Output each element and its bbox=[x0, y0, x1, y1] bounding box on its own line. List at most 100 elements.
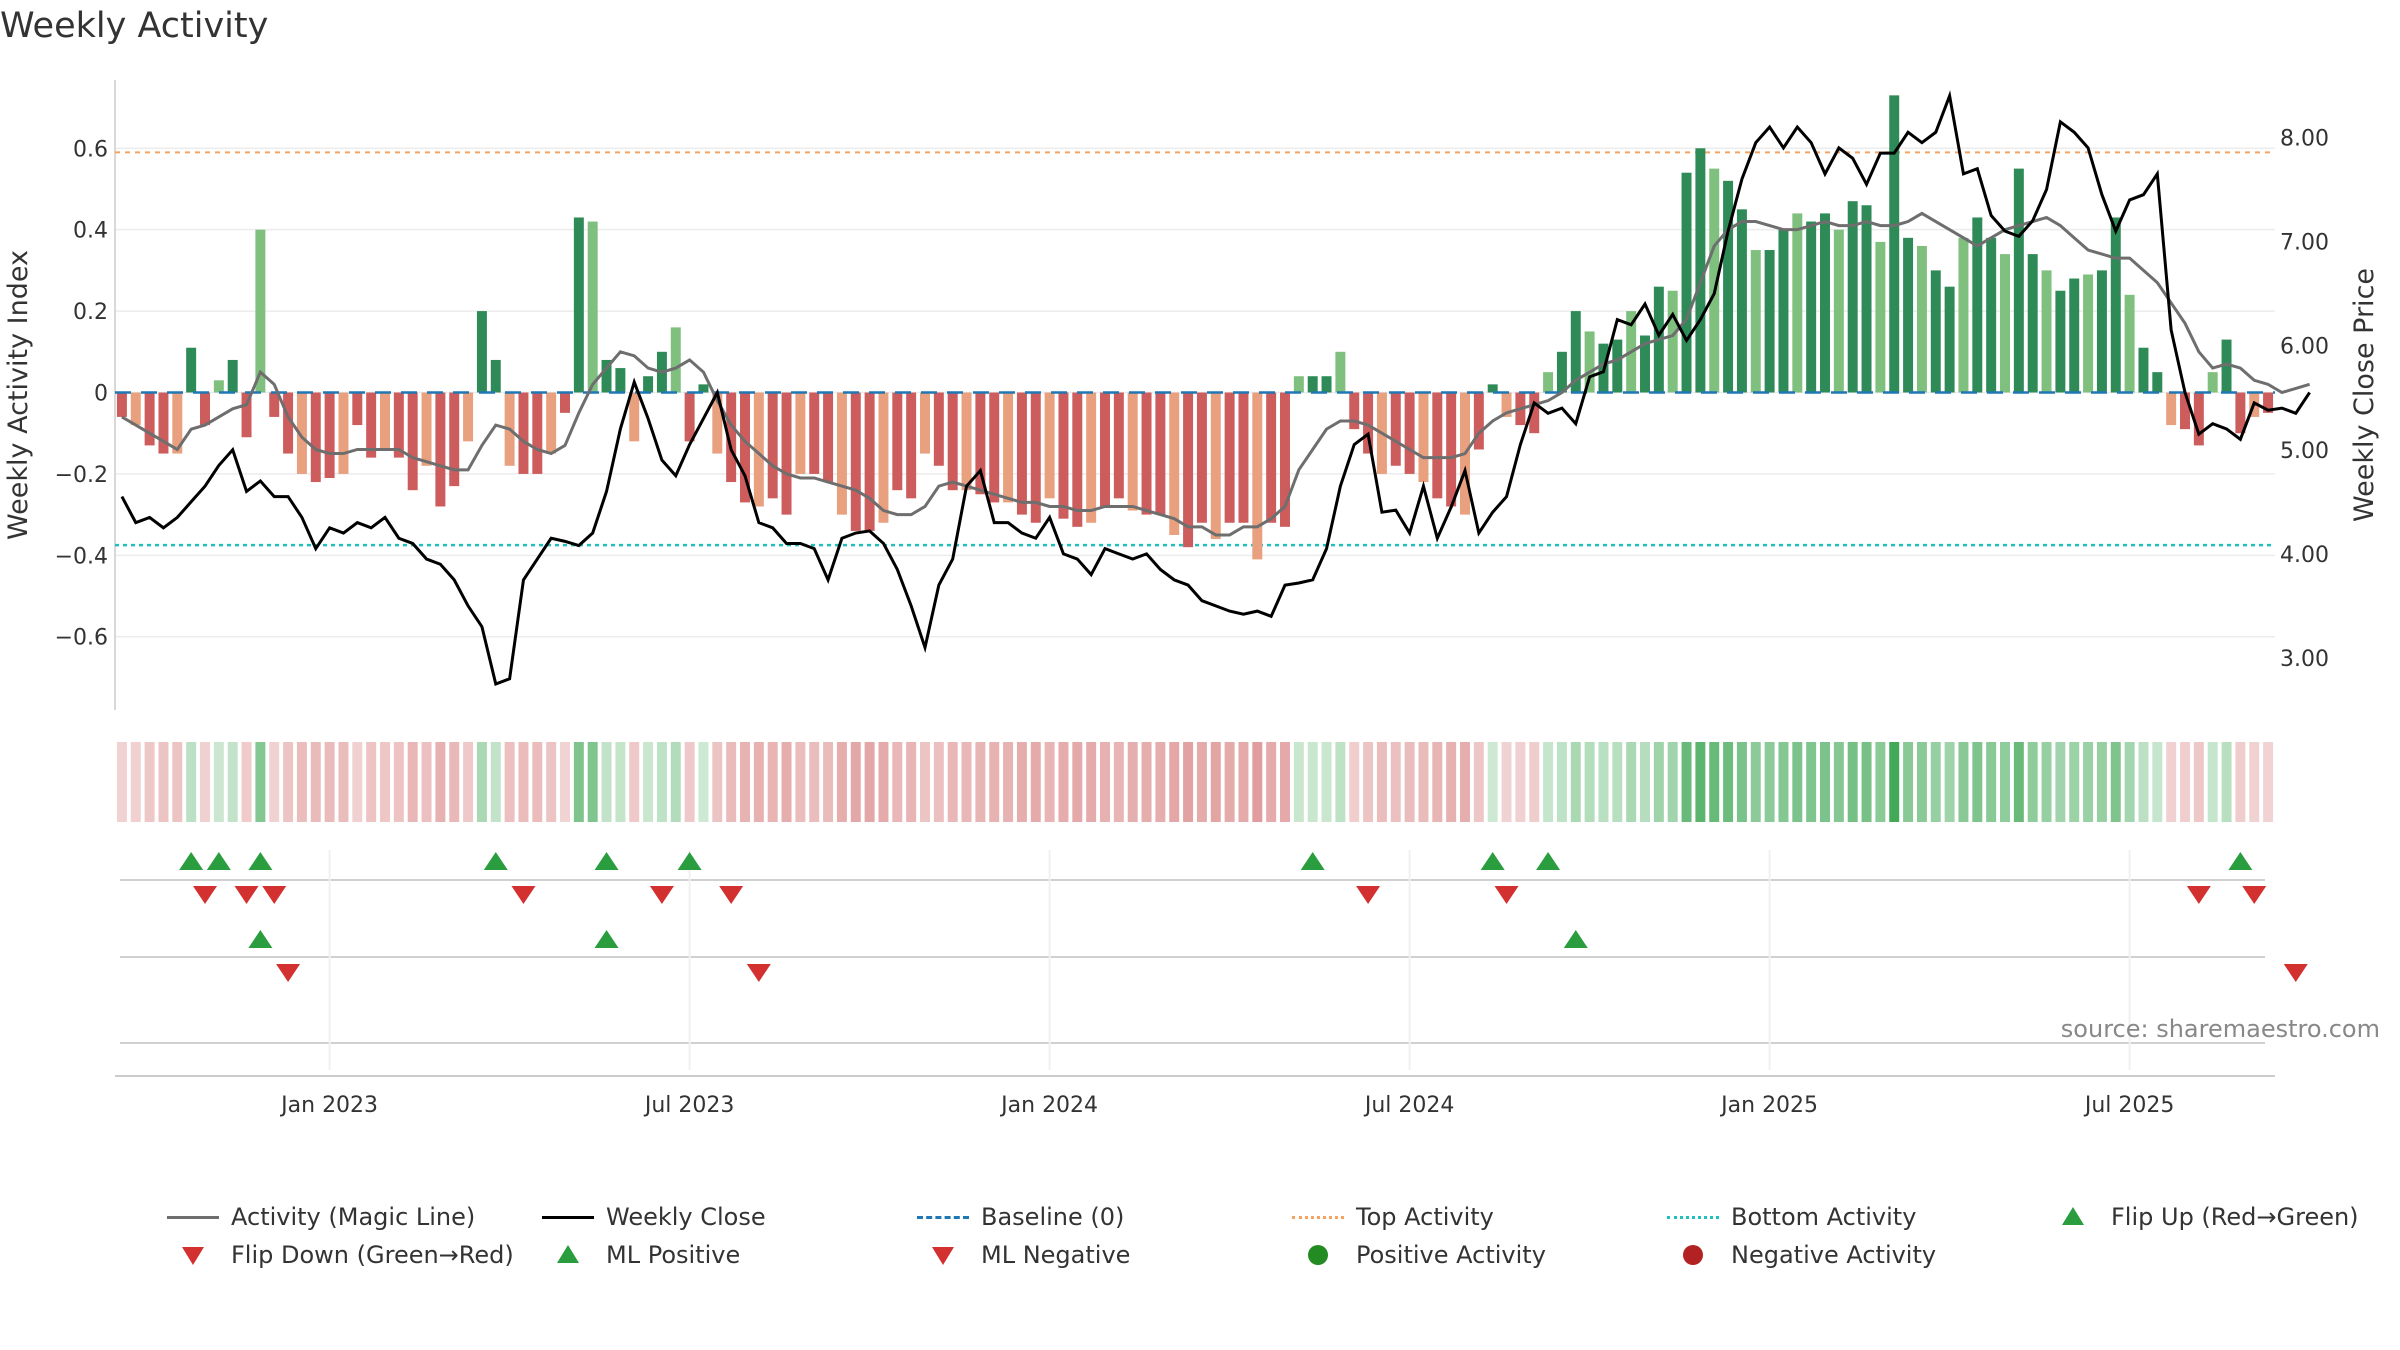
magic-line bbox=[121, 211, 2311, 537]
activity-bar bbox=[1736, 209, 1747, 393]
activity-strip-cell bbox=[435, 742, 446, 822]
y-tick-label: 0 bbox=[94, 382, 108, 407]
activity-bar bbox=[2096, 270, 2107, 393]
activity-strip-cell bbox=[158, 742, 169, 822]
activity-strip-cell bbox=[1806, 742, 1817, 822]
activity-bar bbox=[712, 392, 723, 454]
activity-bar bbox=[1321, 376, 1332, 393]
activity-strip-cell bbox=[1016, 742, 1027, 822]
legend-baseline: Baseline (0) bbox=[915, 1203, 1124, 1231]
activity-strip-cell bbox=[1875, 742, 1886, 822]
activity-bar bbox=[1155, 392, 1166, 515]
activity-bar bbox=[1806, 221, 1817, 393]
activity-strip-cell bbox=[989, 742, 1000, 822]
y2-tick-label: 5.00 bbox=[2280, 439, 2329, 464]
activity-strip-cell bbox=[1958, 742, 1969, 822]
activity-strip-cell bbox=[961, 742, 972, 822]
activity-bar bbox=[975, 392, 986, 495]
legend-negative-activity: Negative Activity bbox=[1665, 1241, 1936, 1269]
activity-bar bbox=[587, 221, 598, 393]
activity-strip-cell bbox=[809, 742, 820, 822]
activity-strip-cell bbox=[1238, 742, 1249, 822]
activity-bar bbox=[380, 392, 390, 450]
activity-bar bbox=[296, 392, 307, 474]
activity-bar bbox=[366, 392, 377, 458]
activity-strip-cell bbox=[1792, 742, 1803, 822]
activity-strip-cell bbox=[1100, 742, 1110, 822]
activity-strip-cell bbox=[1847, 742, 1858, 822]
y-tick-label: −0.4 bbox=[55, 544, 108, 569]
activity-bar bbox=[726, 392, 737, 483]
activity-strip-cell bbox=[2083, 742, 2094, 822]
activity-strip-cell bbox=[1640, 742, 1650, 822]
activity-strip-cell bbox=[1736, 742, 1747, 822]
activity-bar bbox=[213, 380, 224, 393]
activity-strip-cell bbox=[269, 742, 280, 822]
activity-bar bbox=[947, 392, 958, 491]
activity-bar bbox=[1418, 392, 1429, 483]
activity-strip-cell bbox=[947, 742, 958, 822]
activity-strip-cell bbox=[338, 742, 349, 822]
flip-up-marker bbox=[2228, 852, 2253, 870]
activity-strip-cell bbox=[1681, 742, 1692, 822]
activity-strip-cell bbox=[490, 742, 501, 822]
activity-strip-cell bbox=[1363, 742, 1374, 822]
activity-strip-cell bbox=[116, 742, 127, 822]
activity-strip-cell bbox=[1321, 742, 1332, 822]
activity-bar bbox=[546, 392, 557, 454]
activity-bar bbox=[2110, 217, 2121, 393]
activity-strip-cell bbox=[1889, 742, 1900, 822]
activity-bar bbox=[1501, 392, 1512, 417]
activity-strip-cell bbox=[726, 742, 737, 822]
ml-negative-marker bbox=[276, 964, 301, 982]
activity-strip-cell bbox=[227, 742, 238, 822]
activity-strip-cell bbox=[795, 742, 806, 822]
activity-strip-cell bbox=[1432, 742, 1443, 822]
activity-bar bbox=[490, 359, 501, 393]
activity-bar bbox=[1003, 392, 1014, 503]
activity-bar bbox=[2083, 274, 2094, 393]
activity-strip-cell bbox=[393, 742, 404, 822]
y2-axis-title: Weekly Close Price bbox=[2349, 268, 2380, 522]
activity-bar bbox=[2221, 339, 2232, 393]
legend-label: Negative Activity bbox=[1731, 1241, 1937, 1269]
activity-strip-cell bbox=[1293, 742, 1304, 822]
activity-strip-cell bbox=[2221, 742, 2232, 822]
activity-strip-cell bbox=[518, 742, 529, 822]
activity-strip-cell bbox=[629, 742, 640, 822]
activity-strip-cell bbox=[878, 742, 889, 822]
y2-tick-label: 6.00 bbox=[2280, 335, 2329, 360]
activity-strip-cell bbox=[753, 742, 764, 822]
activity-bar bbox=[892, 392, 903, 491]
activity-bar bbox=[1612, 339, 1623, 393]
source-label: source: sharemaestro.com bbox=[2060, 1015, 2380, 1043]
flip-down-marker bbox=[2242, 886, 2267, 904]
activity-strip-cell bbox=[892, 742, 903, 822]
activity-strip-cell bbox=[1570, 742, 1581, 822]
activity-strip-cell bbox=[1183, 742, 1194, 822]
flip-down-marker bbox=[649, 886, 674, 904]
activity-strip-cell bbox=[172, 742, 183, 822]
activity-strip-cell bbox=[1113, 742, 1124, 822]
legend-label: ML Positive bbox=[606, 1241, 741, 1269]
activity-bar bbox=[573, 217, 584, 393]
activity-strip-cell bbox=[1543, 742, 1554, 822]
activity-bar bbox=[2041, 270, 2052, 393]
activity-bar bbox=[1681, 172, 1692, 393]
activity-bar bbox=[1363, 392, 1374, 454]
activity-bar bbox=[1127, 392, 1138, 511]
activity-strip-cell bbox=[1280, 742, 1290, 822]
activity-strip-cell bbox=[186, 742, 197, 822]
activity-bar bbox=[1473, 392, 1484, 450]
activity-strip-cell bbox=[2166, 742, 2177, 822]
activity-bar bbox=[1113, 392, 1124, 499]
activity-bar bbox=[1349, 392, 1360, 430]
activity-bar bbox=[836, 392, 847, 515]
triangle-down-icon bbox=[932, 1247, 954, 1265]
activity-bar bbox=[961, 392, 972, 491]
activity-bar bbox=[1280, 392, 1290, 527]
activity-strip-cell bbox=[1003, 742, 1014, 822]
activity-strip-cell bbox=[1695, 742, 1706, 822]
flip-down-marker bbox=[193, 886, 217, 904]
activity-bar bbox=[1100, 392, 1110, 507]
